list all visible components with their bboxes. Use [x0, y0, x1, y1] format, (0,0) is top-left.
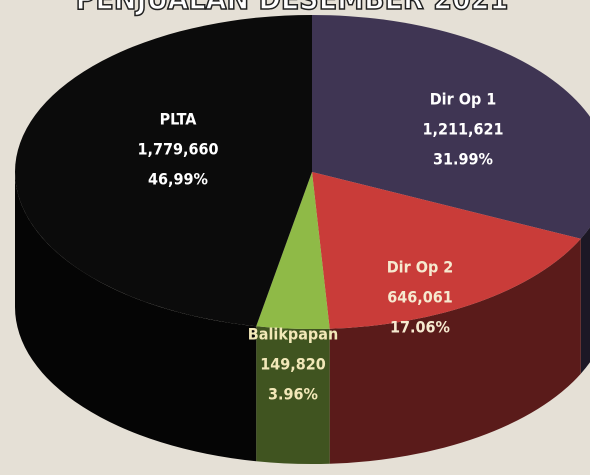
slice: [256, 172, 330, 329]
pie: [15, 15, 590, 464]
slice: [312, 15, 590, 239]
data-label: 46,99%: [148, 170, 208, 189]
data-label: 1,211,621: [422, 120, 503, 139]
data-label: 1,779,660: [137, 140, 218, 159]
data-label: Balikpapan: [248, 325, 338, 344]
data-label: PLTA: [160, 110, 198, 129]
data-label: Dir Op 2: [387, 258, 454, 277]
data-label: 3.96%: [268, 385, 318, 404]
slice-side: [329, 238, 581, 464]
slice: [15, 15, 312, 327]
slice-side: [15, 172, 257, 462]
slice-side: [256, 326, 330, 464]
data-label: 149,820: [260, 355, 326, 374]
slice-side: [580, 227, 590, 374]
data-label: Dir Op 1: [430, 90, 497, 109]
data-label: 646,061: [387, 288, 453, 307]
data-label: 31.99%: [433, 150, 493, 169]
chart-title: PENJUALAN DESEMBER 2021: [76, 0, 509, 17]
slice: [312, 172, 581, 329]
data-label: 17.06%: [390, 318, 450, 337]
